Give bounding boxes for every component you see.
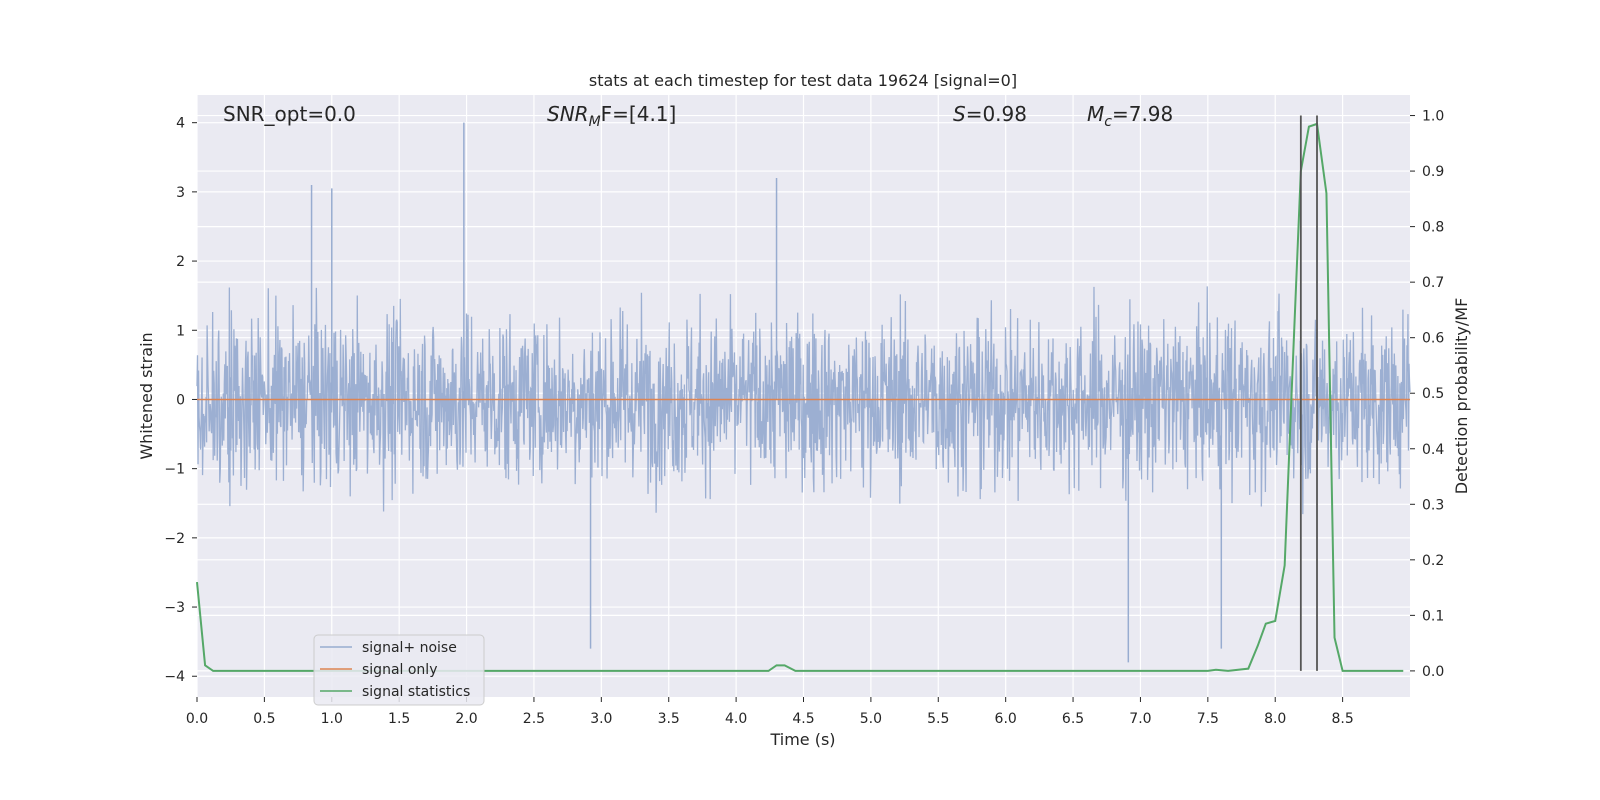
y-right-tick-label: 0.8 [1422, 220, 1444, 236]
y-right-tick-label: 0.3 [1422, 497, 1444, 513]
y-right-tick-label: 0.1 [1422, 608, 1444, 624]
y-tick-label: −1 [164, 462, 185, 478]
x-tick-label: 0.0 [186, 711, 208, 727]
x-tick-label: 3.0 [590, 711, 612, 727]
x-tick-label: 3.5 [658, 711, 680, 727]
y-right-tick-label: 1.0 [1422, 109, 1444, 125]
y-right-axis-ticks: 1.0 0.9 0.8 0.7 0.6 0.5 0.4 0.3 0.2 0.1 0.0 [1410, 109, 1444, 680]
y-tick-label: −4 [164, 669, 185, 685]
y-right-tick-label: 0.7 [1422, 275, 1444, 291]
y-right-tick-label: 0.6 [1422, 331, 1444, 347]
y-right-tick-label: 0.2 [1422, 553, 1444, 569]
x-tick-label: 1.0 [321, 711, 343, 727]
x-tick-label: 5.5 [927, 711, 949, 727]
x-axis-ticks: 0.0 0.5 1.0 1.5 2.0 2.5 3.0 3.5 4.0 4.5 5.0 5.5 6.0 6… [186, 697, 1354, 727]
y-right-tick-label: 0.4 [1422, 442, 1444, 458]
snr-mf-annotation: SNRMF=[4.1] [547, 102, 676, 130]
y-axis-ticks: 4 3 2 1 0 −1 −2 −3 −4 [164, 116, 197, 685]
chart-title: stats at each timestep for test data 196… [589, 71, 1017, 90]
x-tick-label: 5.0 [860, 711, 882, 727]
y-tick-label: 1 [176, 323, 185, 339]
x-tick-label: 4.0 [725, 711, 747, 727]
x-tick-label: 4.5 [792, 711, 814, 727]
legend-label-noise: signal+ noise [362, 640, 457, 656]
x-tick-label: 8.5 [1331, 711, 1353, 727]
y-axis-label: Whitened strain [137, 332, 156, 459]
s-annotation: S=0.98 [953, 102, 1027, 126]
x-tick-label: 6.5 [1062, 711, 1084, 727]
snr-opt-annotation: SNR_opt=0.0 [223, 102, 356, 126]
y-tick-label: 3 [176, 185, 185, 201]
noise-series [196, 122, 1411, 663]
signal-statistics-series [196, 122, 1404, 672]
x-tick-label: 2.5 [523, 711, 545, 727]
mc-annotation: Mc=7.98 [1087, 102, 1173, 130]
noise-line [196, 286, 1411, 515]
y-tick-label: 2 [176, 254, 185, 270]
signal-statistics-line [196, 122, 1404, 672]
y-tick-label: −3 [164, 600, 185, 616]
x-tick-label: 8.0 [1264, 711, 1286, 727]
y-tick-label: 4 [176, 116, 185, 132]
x-tick-label: 7.0 [1129, 711, 1151, 727]
x-tick-label: 1.5 [388, 711, 410, 727]
y-tick-label: 0 [176, 392, 185, 408]
legend-label-signal-only: signal only [362, 662, 437, 678]
x-tick-label: 2.0 [455, 711, 477, 727]
marker-lines [1299, 115, 1318, 671]
x-tick-label: 6.0 [995, 711, 1017, 727]
legend: signal+ noise signal only signal statist… [313, 634, 485, 706]
x-tick-label: 7.5 [1197, 711, 1219, 727]
y-right-tick-label: 0.5 [1422, 386, 1444, 402]
legend-box [313, 634, 485, 706]
y-right-tick-label: 0.0 [1422, 664, 1444, 680]
y-tick-label: −2 [164, 531, 185, 547]
y-right-tick-label: 0.9 [1422, 164, 1444, 180]
x-tick-label: 0.5 [253, 711, 275, 727]
legend-label-signal-statistics: signal statistics [362, 684, 470, 700]
x-axis-label: Time (s) [769, 730, 835, 749]
y-right-axis-label: Detection probability/MF [1452, 298, 1471, 495]
